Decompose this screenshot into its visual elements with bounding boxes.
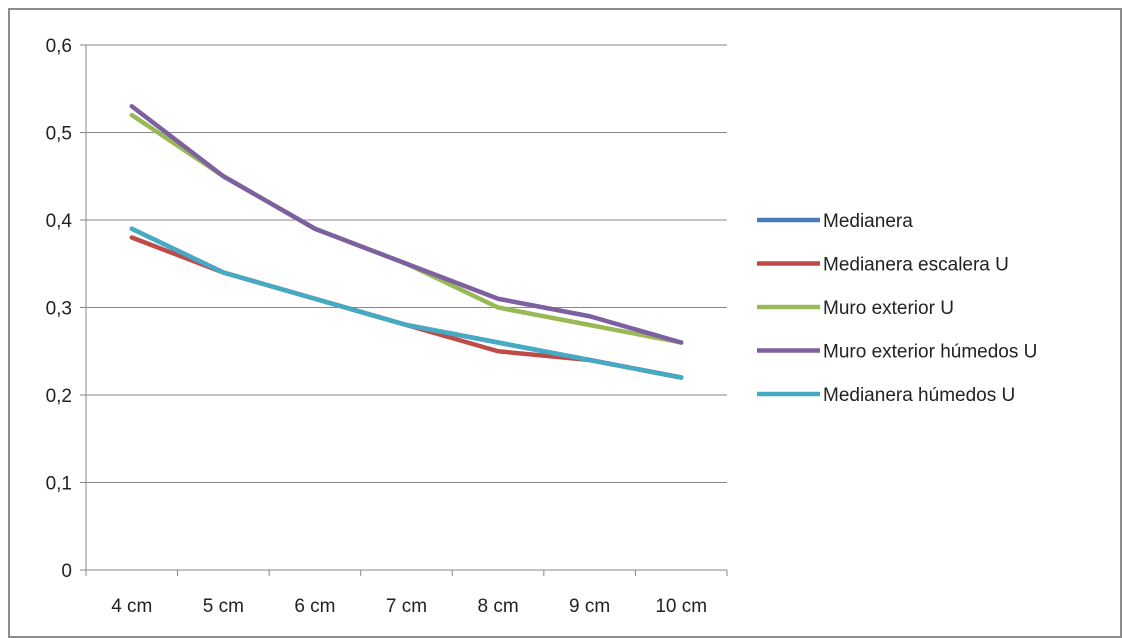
series-lines: [129, 104, 684, 380]
x-tick-label: 7 cm: [386, 596, 427, 617]
y-tick-label: 0,5: [46, 124, 72, 145]
series-line: [129, 226, 684, 380]
x-tick-label: 4 cm: [111, 596, 152, 617]
y-tick-label: 0: [61, 561, 72, 582]
legend: Medianera Medianera escalera U Muro exteri…: [757, 211, 1037, 406]
x-tick-label: 10 cm: [655, 596, 707, 617]
chart-frame: [8, 8, 1122, 638]
legend-label: Medianera escalera U: [823, 255, 1009, 276]
x-tick-label: 5 cm: [203, 596, 244, 617]
series-line: [129, 226, 684, 380]
series-line: [129, 112, 684, 345]
legend-label: Medianera: [823, 211, 913, 232]
y-tick-label: 0,4: [46, 211, 73, 232]
x-tick-label: 8 cm: [477, 596, 518, 617]
y-tick-label: 0,6: [46, 36, 72, 57]
legend-label: Muro exterior húmedos U: [823, 342, 1037, 363]
y-tick-label: 0,1: [46, 474, 72, 495]
axes: 0 0,1 0,2 0,3 0,4 0,5 0,6 4 cm 5 cm 6 cm 7 cm 8 cm 9…: [46, 36, 728, 617]
legend-label: Medianera húmedos U: [823, 385, 1015, 406]
series-line: [129, 104, 684, 345]
y-tick-label: 0,2: [46, 386, 72, 407]
legend-label: Muro exterior U: [823, 298, 954, 319]
x-tick-label: 9 cm: [569, 596, 610, 617]
gridlines: [86, 44, 727, 483]
x-tick-label: 6 cm: [294, 596, 335, 617]
y-tick-label: 0,3: [46, 299, 72, 320]
